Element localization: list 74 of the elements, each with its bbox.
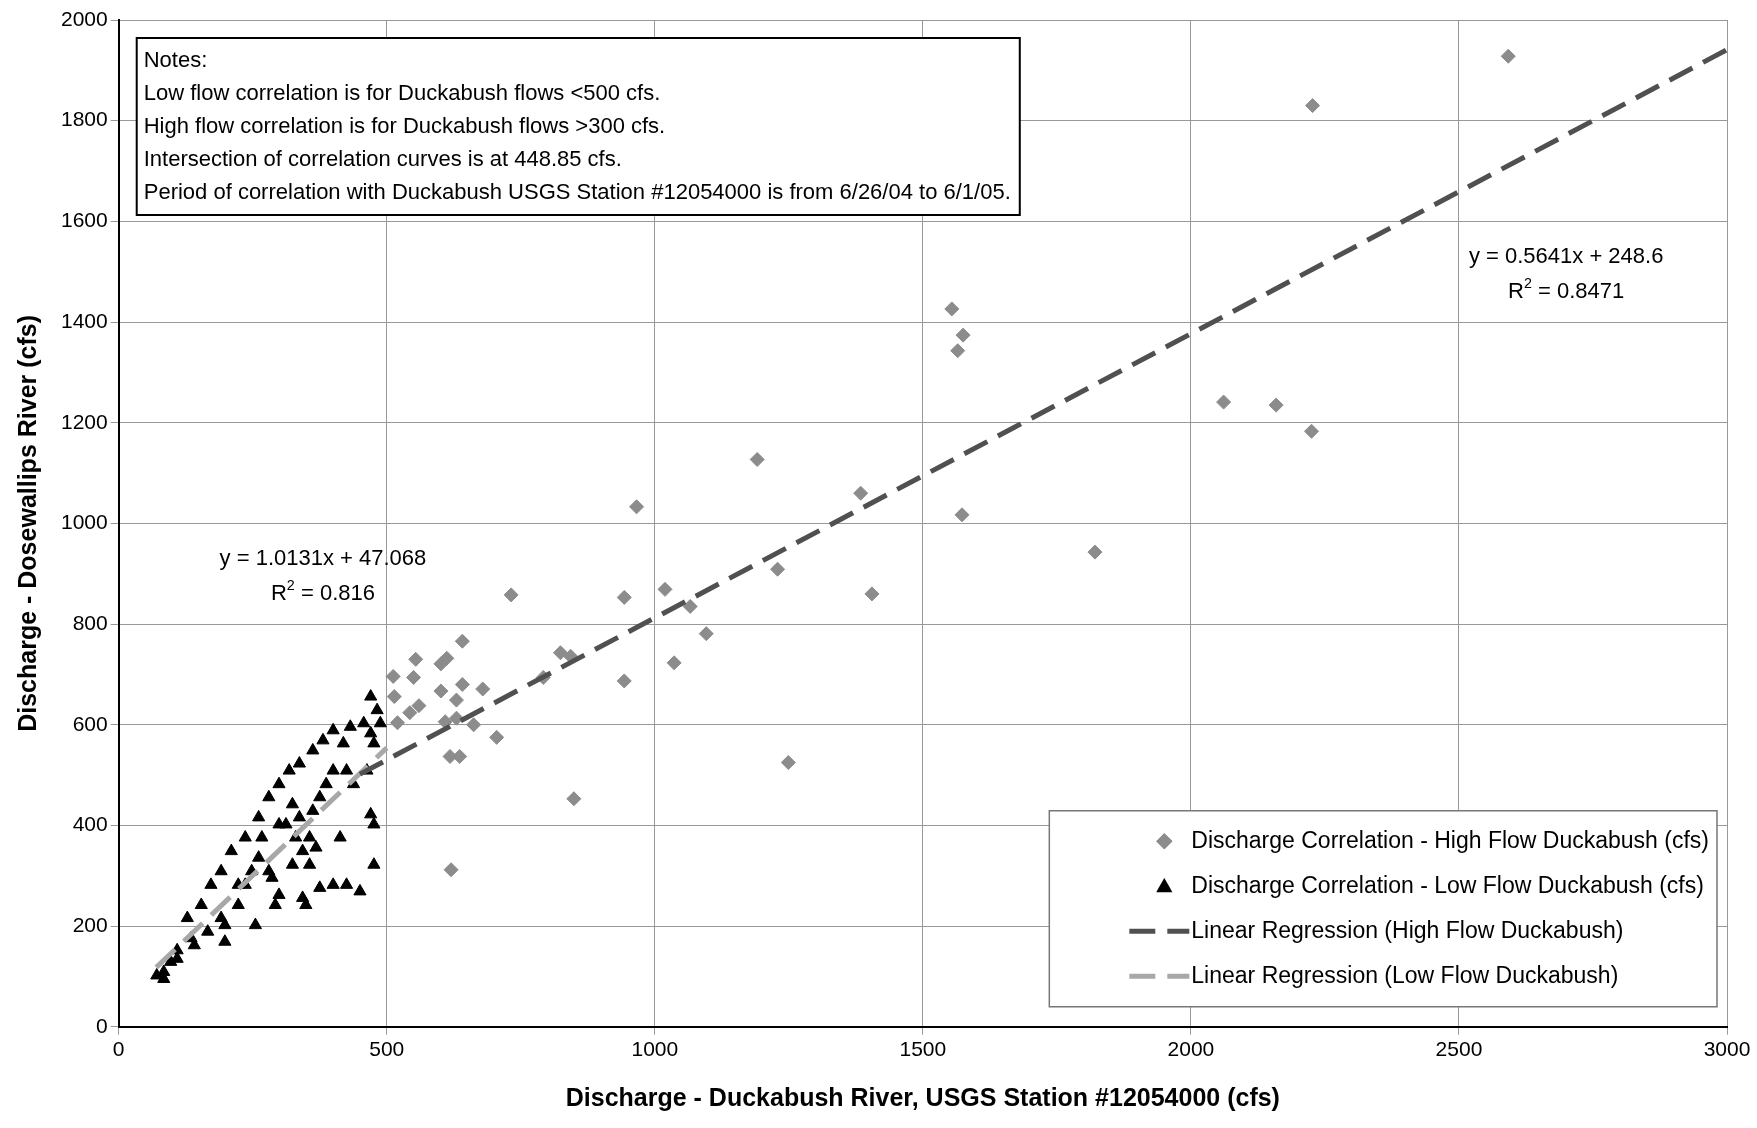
point bbox=[489, 729, 505, 745]
point bbox=[452, 748, 468, 764]
annotation: Notes: bbox=[143, 46, 208, 72]
point bbox=[616, 673, 632, 689]
x-tick-label: 0 bbox=[112, 1037, 125, 1061]
point bbox=[780, 755, 796, 771]
point bbox=[1305, 98, 1321, 114]
point bbox=[566, 791, 582, 807]
annotation: y = 0.5641x + 248.6 bbox=[1468, 242, 1664, 268]
x-tick-label: 2000 bbox=[1167, 1037, 1215, 1061]
y-tick-label: 1800 bbox=[61, 107, 108, 131]
annotation: y = 1.0131x + 47.068 bbox=[219, 544, 427, 570]
point bbox=[408, 651, 424, 667]
point bbox=[1216, 394, 1232, 410]
point bbox=[448, 710, 464, 726]
point bbox=[411, 698, 427, 714]
point bbox=[466, 717, 482, 733]
y-tick-label: 1600 bbox=[61, 208, 108, 232]
legend-label: Linear Regression (High Flow Duckabush) bbox=[1191, 916, 1624, 943]
point bbox=[864, 586, 880, 602]
point bbox=[386, 689, 402, 705]
point bbox=[698, 626, 714, 642]
point bbox=[944, 301, 960, 317]
point bbox=[448, 692, 464, 708]
x-axis-title: Discharge - Duckabush River, USGS Station #12054000 (cfs) bbox=[565, 1082, 1280, 1111]
point bbox=[443, 862, 459, 878]
y-tick-label: 600 bbox=[72, 711, 108, 735]
point bbox=[770, 561, 786, 577]
point bbox=[616, 589, 632, 605]
point bbox=[853, 485, 869, 501]
point bbox=[406, 669, 422, 685]
point bbox=[402, 705, 418, 721]
point bbox=[389, 715, 405, 731]
point bbox=[1304, 423, 1320, 439]
point bbox=[454, 676, 470, 692]
y-axis-title: Discharge - Dosewallips River (cfs) bbox=[12, 314, 41, 732]
y-tick-label: 0 bbox=[96, 1013, 108, 1037]
point bbox=[385, 668, 401, 684]
point bbox=[629, 499, 645, 515]
y-tick-label: 2000 bbox=[61, 6, 108, 30]
legend-label: Linear Regression (Low Flow Duckabush) bbox=[1191, 961, 1619, 988]
annotation: High flow correlation is for Duckabush flows >300 cfs. bbox=[143, 112, 666, 138]
y-tick-label: 800 bbox=[72, 610, 108, 634]
annotation: Intersection of correlation curves is at 448.85 cfs. bbox=[143, 145, 622, 171]
point bbox=[552, 645, 568, 661]
point bbox=[439, 650, 455, 666]
point bbox=[954, 507, 970, 523]
x-tick-label: 2500 bbox=[1435, 1037, 1483, 1061]
point bbox=[1087, 544, 1103, 560]
point bbox=[454, 633, 470, 649]
y-tick-label: 1200 bbox=[61, 409, 108, 433]
point bbox=[682, 598, 698, 614]
point bbox=[503, 587, 519, 603]
x-tick-label: 3000 bbox=[1703, 1037, 1751, 1061]
y-tick-label: 400 bbox=[72, 812, 108, 836]
point bbox=[1268, 397, 1284, 413]
x-tick-label: 1500 bbox=[899, 1037, 947, 1061]
legend-label: Discharge Correlation - High Flow Duckabush (cfs) bbox=[1191, 826, 1710, 853]
x-tick-label: 500 bbox=[369, 1037, 405, 1061]
point bbox=[657, 581, 673, 597]
annotation: Low flow correlation is for Duckabush flows <500 cfs. bbox=[143, 79, 661, 105]
point bbox=[1500, 48, 1516, 64]
y-tick-label: 1000 bbox=[61, 510, 108, 534]
point bbox=[666, 655, 682, 671]
point bbox=[950, 343, 966, 359]
y-tick-label: 200 bbox=[72, 912, 108, 936]
point bbox=[475, 681, 491, 697]
point bbox=[749, 451, 765, 467]
annotation: Period of correlation with Duckabush USGS Station #12054000 is from 6/26/04 to 6/1/05. bbox=[143, 178, 1011, 204]
x-tick-label: 1000 bbox=[631, 1037, 679, 1061]
point bbox=[955, 327, 971, 343]
point bbox=[433, 683, 449, 699]
legend-label: Discharge Correlation - Low Flow Duckabush (cfs) bbox=[1191, 871, 1704, 898]
y-tick-label: 1400 bbox=[61, 308, 108, 332]
